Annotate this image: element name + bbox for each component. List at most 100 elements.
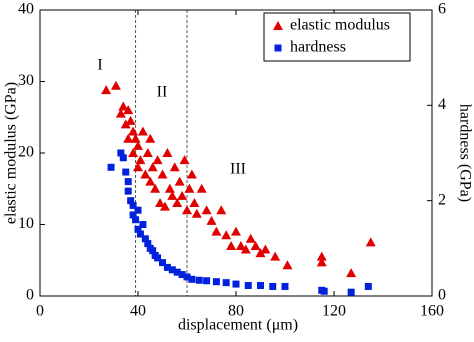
data-point <box>173 268 181 276</box>
data-point <box>364 282 372 290</box>
data-point <box>316 257 327 267</box>
data-point <box>133 140 143 150</box>
legend-label: hardness <box>290 39 346 56</box>
legend-marker <box>274 44 282 52</box>
y-tick-label: 0 <box>26 287 34 304</box>
data-point <box>316 251 327 261</box>
data-point <box>320 287 328 295</box>
data-point <box>115 108 126 118</box>
data-point <box>281 282 289 290</box>
data-point <box>244 282 252 290</box>
legend-label: elastic modulus <box>290 17 390 34</box>
data-point <box>159 201 170 211</box>
data-point <box>142 148 153 157</box>
data-point <box>136 230 144 238</box>
data-point <box>188 275 196 283</box>
data-point <box>129 211 137 219</box>
data-point <box>144 240 152 248</box>
data-point <box>168 266 176 274</box>
data-point <box>201 205 212 215</box>
y-tick-label: 40 <box>18 1 34 18</box>
x-tick-label: 80 <box>228 303 244 320</box>
data-point <box>124 178 132 186</box>
y2-tick-label: 6 <box>438 1 446 18</box>
data-point <box>203 277 211 285</box>
data-point <box>231 226 241 236</box>
data-point <box>347 288 355 296</box>
data-point <box>123 105 134 115</box>
data-point <box>154 254 162 262</box>
data-point <box>195 276 203 284</box>
data-point <box>282 260 293 270</box>
x-tick-label: 40 <box>130 303 146 320</box>
y-tick-label: 10 <box>18 215 34 232</box>
y-tick-label: 20 <box>18 144 34 161</box>
data-point <box>206 215 217 225</box>
data-point <box>226 240 237 250</box>
data-point <box>139 221 147 228</box>
data-point <box>211 226 222 236</box>
data-point <box>167 190 178 200</box>
data-point <box>122 168 130 176</box>
data-point <box>182 205 192 215</box>
legend-marker <box>273 21 283 30</box>
data-point <box>133 162 143 172</box>
data-point <box>260 244 271 254</box>
data-point <box>159 259 166 267</box>
data-point <box>107 163 115 171</box>
data-point <box>216 205 227 215</box>
plot-frame <box>39 9 433 297</box>
data-point <box>169 162 180 172</box>
data-point <box>178 271 186 279</box>
data-point <box>147 162 158 172</box>
data-point <box>179 155 190 165</box>
data-point <box>152 155 163 165</box>
data-point <box>196 183 207 193</box>
data-point <box>257 282 264 290</box>
data-point <box>128 126 139 136</box>
data-point <box>137 126 148 136</box>
data-point <box>129 201 137 209</box>
data-point <box>132 216 140 224</box>
data-point <box>232 280 240 288</box>
data-point <box>191 208 202 218</box>
data-point <box>269 282 277 290</box>
data-point <box>346 268 357 278</box>
data-point <box>240 244 251 254</box>
data-point <box>120 119 131 129</box>
data-point <box>189 198 200 208</box>
data-point <box>164 183 175 193</box>
data-point <box>101 85 112 95</box>
data-point <box>134 206 142 214</box>
x-tick-label: 0 <box>36 303 44 320</box>
data-point <box>365 237 376 247</box>
data-point <box>141 235 149 243</box>
data-point <box>149 247 157 255</box>
data-point <box>183 273 191 281</box>
x-axis-label: displacement (μm) <box>178 317 298 334</box>
data-point <box>172 198 183 208</box>
y2-tick-label: 4 <box>438 96 446 113</box>
data-point <box>150 183 161 193</box>
data-point <box>123 133 134 143</box>
data-point <box>221 230 232 240</box>
data-point <box>130 133 141 143</box>
y2-tick-label: 0 <box>438 287 446 304</box>
data-point <box>222 279 230 287</box>
data-point <box>125 115 136 125</box>
data-point <box>117 149 125 157</box>
data-point <box>134 225 142 233</box>
data-point <box>177 190 188 200</box>
data-point <box>140 169 151 179</box>
data-point <box>124 187 132 195</box>
legend-box <box>263 12 411 62</box>
data-point <box>155 198 166 208</box>
region-label: III <box>230 161 246 178</box>
region-label: II <box>157 84 168 101</box>
data-point <box>118 101 129 111</box>
data-point <box>127 197 135 205</box>
data-point <box>255 248 266 258</box>
data-point <box>135 155 146 165</box>
data-point <box>110 80 121 90</box>
